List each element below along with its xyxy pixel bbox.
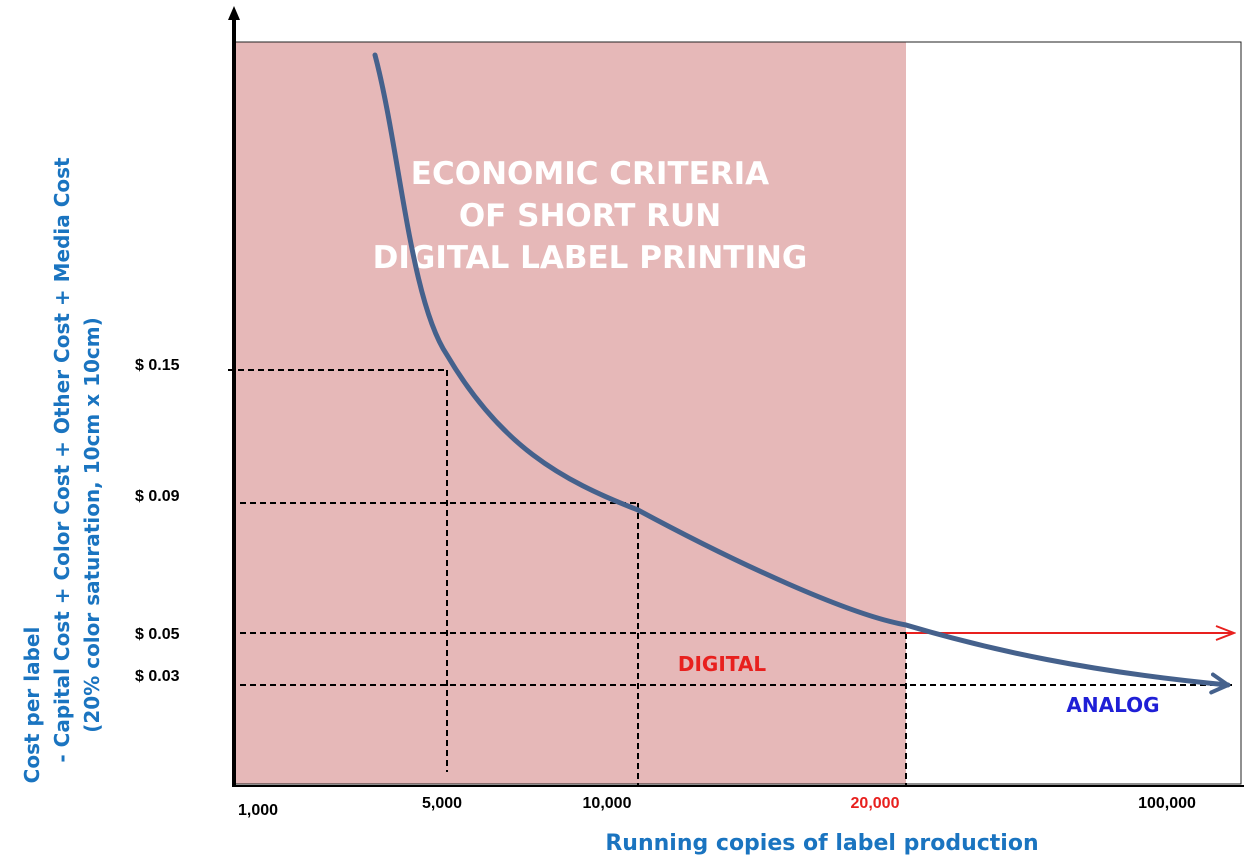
guide-lines [228, 369, 1232, 786]
y-axis-title: Cost per label - Capital Cost + Color Co… [20, 157, 104, 783]
chart-title-line-3: DIGITAL LABEL PRINTING [373, 240, 808, 276]
chart-title-line-1: ECONOMIC CRITERIA [411, 156, 769, 192]
x-axis-title: Running copies of label production [605, 831, 1038, 856]
y-tick-label-0-05: $ 0.05 [135, 626, 180, 643]
y-axis-title-line-2: - Capital Cost + Color Cost + Other Cost… [50, 157, 74, 763]
analog-series-curve [372, 52, 1231, 695]
x-tick-label-10000: 10,000 [583, 795, 632, 812]
y-tick-label-0-15: $ 0.15 [135, 357, 180, 374]
y-axis-arrowhead [228, 6, 240, 20]
x-tick-label-20000: 20,000 [851, 795, 900, 812]
y-axis-title-line-1: Cost per label [20, 627, 44, 784]
y-tick-label-0-09: $ 0.09 [135, 488, 180, 505]
y-tick-label-0-03: $ 0.03 [135, 668, 180, 685]
digital-region [233, 42, 906, 784]
x-tick-label-5000: 5,000 [422, 795, 462, 812]
digital-series-label: DIGITAL [678, 652, 766, 676]
y-axis-title-line-3: (20% color saturation, 10cm x 10cm) [80, 317, 104, 733]
chart-title-line-2: OF SHORT RUN [459, 198, 721, 234]
analog-series-label: ANALOG [1066, 693, 1159, 717]
x-tick-label-100000: 100,000 [1138, 795, 1196, 812]
x-tick-label-1000: 1,000 [238, 802, 278, 819]
